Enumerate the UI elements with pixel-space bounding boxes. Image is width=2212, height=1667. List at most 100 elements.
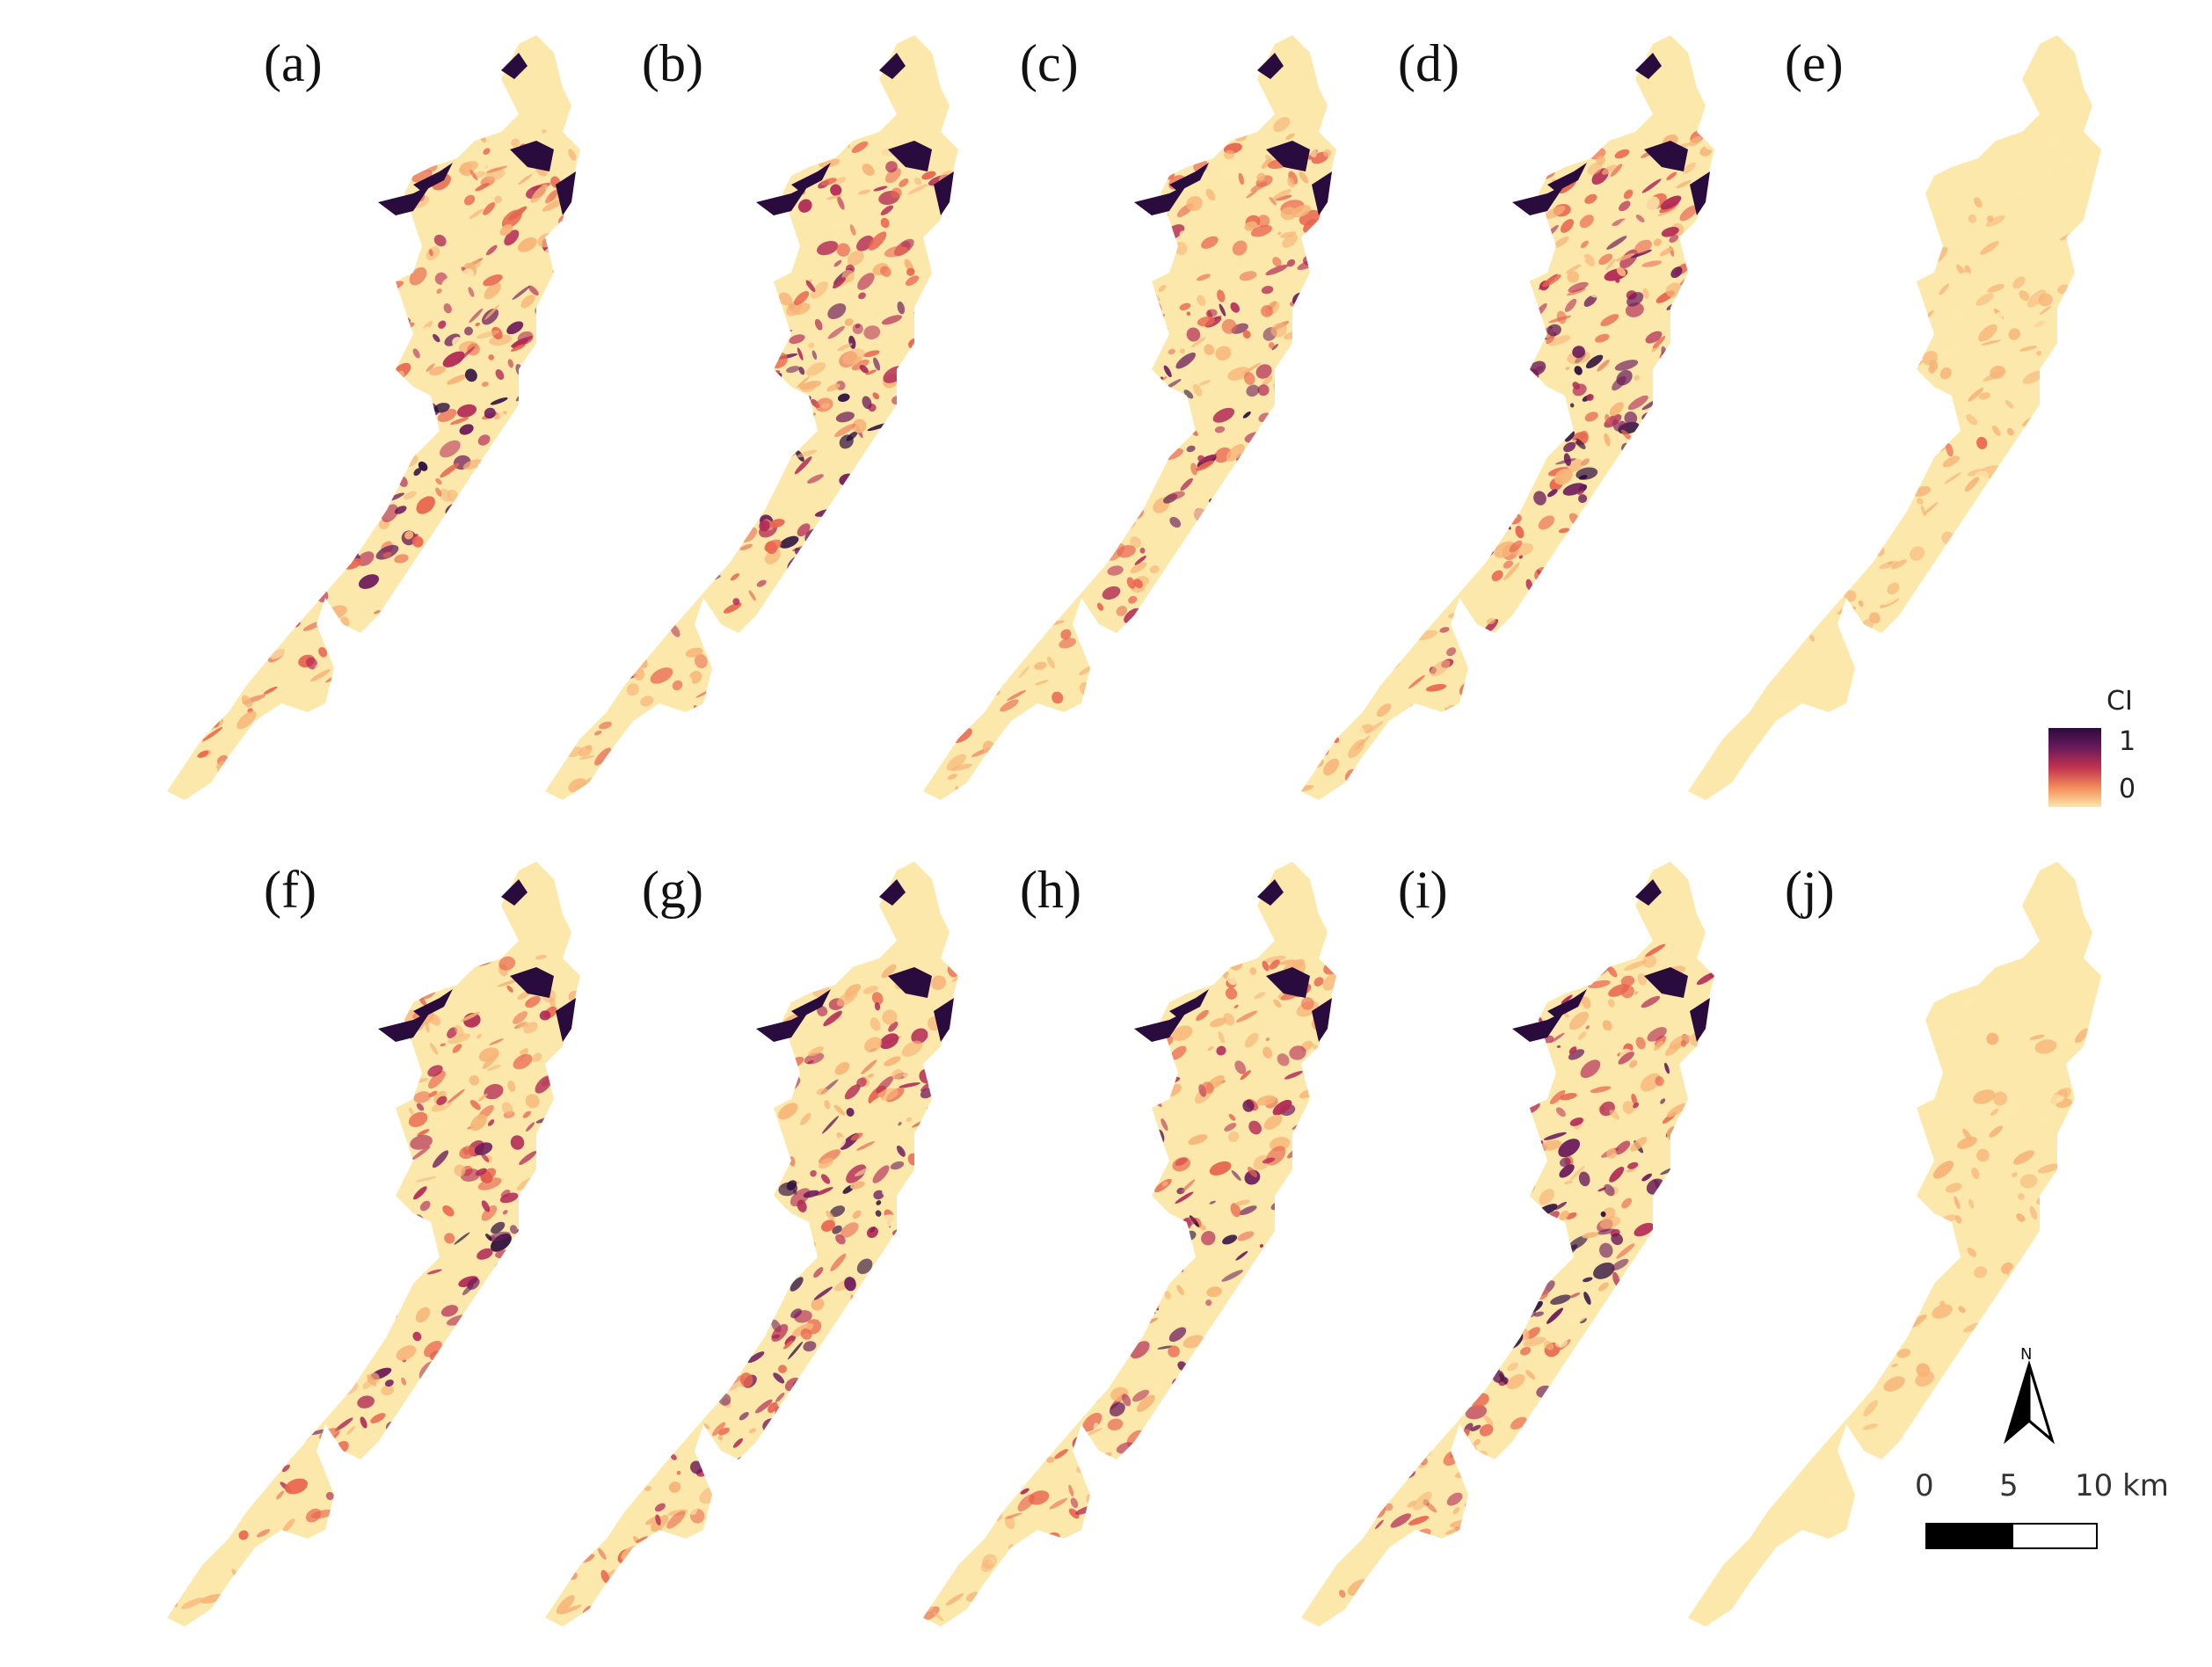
ci-patch bbox=[1940, 639, 1958, 658]
ci-patch bbox=[1644, 648, 1657, 657]
ci-patch bbox=[947, 502, 970, 514]
ci-patch bbox=[1363, 640, 1376, 654]
ci-patch bbox=[1131, 237, 1149, 250]
ci-patch bbox=[402, 1494, 418, 1506]
ci-patch bbox=[1758, 601, 1767, 610]
ci-patch bbox=[843, 1451, 864, 1469]
ci-patch bbox=[1412, 580, 1432, 595]
ci-patch bbox=[1619, 420, 1628, 431]
ci-patch bbox=[686, 395, 702, 411]
ci-patch bbox=[770, 223, 789, 236]
ci-patch bbox=[686, 1360, 694, 1370]
ci-patch bbox=[1976, 293, 1994, 306]
ci-patch bbox=[1175, 407, 1184, 416]
ci-patch bbox=[644, 1546, 660, 1563]
ci-patch bbox=[1352, 475, 1365, 483]
ci-patch bbox=[1993, 753, 2004, 760]
ci-patch bbox=[466, 630, 484, 649]
ci-patch bbox=[284, 292, 302, 309]
ci-patch bbox=[645, 130, 662, 140]
ci-patch bbox=[1251, 487, 1268, 499]
ci-patch bbox=[587, 1097, 608, 1116]
ci-patch bbox=[314, 1367, 320, 1376]
ci-patch bbox=[387, 191, 396, 199]
ci-patch bbox=[517, 331, 534, 345]
ci-patch bbox=[850, 1132, 863, 1141]
ci-patch bbox=[1896, 298, 1906, 311]
ci-patch bbox=[640, 197, 653, 207]
ci-patch bbox=[1692, 250, 1706, 259]
ci-patch bbox=[258, 1065, 281, 1079]
ci-patch bbox=[215, 761, 226, 769]
ci-patch bbox=[838, 759, 852, 773]
ci-patch bbox=[659, 334, 682, 349]
ci-patch bbox=[1839, 536, 1860, 548]
ci-patch bbox=[865, 693, 881, 709]
ci-patch bbox=[758, 705, 768, 715]
ci-patch bbox=[880, 217, 890, 229]
ci-patch bbox=[298, 1190, 314, 1206]
ci-patch bbox=[583, 1214, 600, 1229]
ci-patch bbox=[1280, 231, 1297, 238]
ci-patch bbox=[344, 1598, 354, 1610]
ci-patch bbox=[1218, 705, 1227, 715]
ci-patch bbox=[440, 1043, 447, 1047]
ci-patch bbox=[1925, 611, 1935, 621]
ci-patch bbox=[308, 1040, 318, 1052]
ci-patch bbox=[2069, 418, 2084, 435]
ci-patch bbox=[176, 388, 189, 399]
ci-patch bbox=[573, 1421, 590, 1438]
ci-patch bbox=[1306, 268, 1313, 275]
ci-patch bbox=[1130, 126, 1145, 139]
ci-patch bbox=[338, 190, 353, 200]
ci-patch bbox=[1380, 587, 1393, 593]
ci-patch bbox=[942, 126, 955, 136]
ci-patch bbox=[271, 1293, 287, 1309]
ci-patch bbox=[1460, 474, 1474, 484]
ci-patch bbox=[1008, 247, 1026, 264]
ci-patch bbox=[415, 1307, 431, 1323]
ci-patch bbox=[775, 1487, 784, 1501]
ci-patch bbox=[731, 1556, 743, 1570]
ci-patch bbox=[587, 965, 599, 980]
ci-patch bbox=[1110, 181, 1123, 193]
ci-patch bbox=[1167, 775, 1175, 788]
ci-patch bbox=[457, 1561, 463, 1569]
ci-patch bbox=[758, 978, 767, 991]
ci-patch bbox=[1395, 259, 1414, 277]
ci-patch bbox=[1649, 462, 1663, 473]
ci-patch bbox=[419, 648, 440, 661]
ci-patch bbox=[1693, 193, 1710, 207]
ci-patch bbox=[258, 219, 274, 229]
ci-patch bbox=[1454, 753, 1475, 767]
ci-patch bbox=[384, 1268, 403, 1287]
ci-patch bbox=[796, 666, 805, 680]
ci-patch bbox=[676, 1470, 681, 1475]
ci-patch bbox=[2042, 543, 2056, 554]
ci-patch bbox=[396, 449, 401, 456]
ci-patch bbox=[545, 533, 564, 550]
ci-patch bbox=[1634, 239, 1652, 254]
ci-patch bbox=[1738, 664, 1750, 674]
ci-patch bbox=[1897, 425, 1920, 433]
ci-patch bbox=[2085, 383, 2101, 394]
ci-patch bbox=[1250, 644, 1262, 655]
ci-patch bbox=[1033, 228, 1041, 237]
map-panel-f: (f) bbox=[149, 844, 589, 1635]
ci-patch bbox=[816, 1576, 829, 1584]
ci-patch bbox=[248, 1105, 258, 1115]
ci-patch bbox=[994, 203, 1013, 221]
ci-patch bbox=[183, 307, 196, 320]
ci-patch bbox=[506, 682, 523, 697]
ci-patch bbox=[1612, 535, 1633, 551]
ci-patch bbox=[236, 973, 244, 982]
ci-patch bbox=[1978, 392, 1990, 400]
ci-patch bbox=[1580, 638, 1590, 645]
ci-patch bbox=[547, 1509, 560, 1518]
ci-patch bbox=[485, 1234, 492, 1241]
ci-patch bbox=[1328, 371, 1340, 382]
ci-patch bbox=[238, 1601, 250, 1609]
ci-patch bbox=[698, 1276, 714, 1292]
ci-patch bbox=[1829, 597, 1846, 616]
ci-patch bbox=[1717, 412, 1738, 429]
